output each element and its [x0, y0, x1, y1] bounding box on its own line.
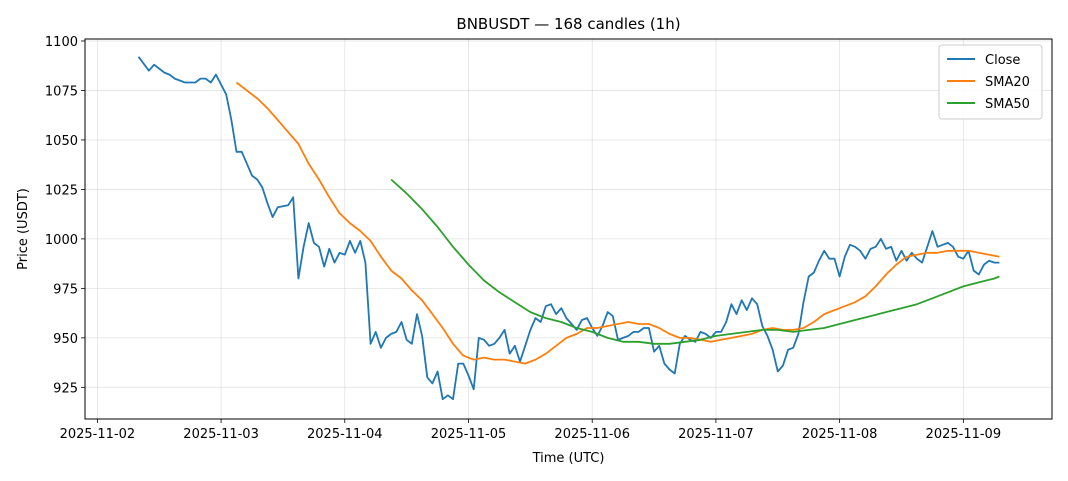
- y-tick-label: 1050: [45, 134, 78, 149]
- legend: Close SMA20 SMA50: [938, 44, 1043, 120]
- y-tick-label: 1100: [45, 35, 78, 50]
- y-tick-label: 1025: [45, 183, 78, 198]
- plot-frame: [84, 38, 1053, 420]
- series-line-close: [137, 56, 1000, 401]
- y-axis: 925 950 975 1000 1025 1050 1075 1100: [45, 35, 85, 396]
- x-tick-label: 2025-11-07: [678, 427, 754, 442]
- x-tick-label: 2025-11-02: [60, 427, 136, 442]
- x-tick-label: 2025-11-05: [431, 427, 507, 442]
- x-axis: 2025-11-02 2025-11-03 2025-11-04 2025-11-05…: [60, 419, 1002, 442]
- y-tick-label: 1075: [45, 84, 78, 99]
- x-axis-label: Time (UTC): [532, 451, 605, 466]
- legend-label: SMA20: [985, 75, 1030, 90]
- x-tick-label: 2025-11-09: [926, 427, 1002, 442]
- legend-label: Close: [985, 53, 1020, 68]
- x-tick-label: 2025-11-04: [307, 427, 383, 442]
- y-tick-label: 1000: [45, 233, 78, 248]
- series-layer: [137, 56, 1000, 401]
- grid: [85, 39, 1052, 419]
- y-tick-label: 950: [53, 332, 78, 347]
- x-tick-label: 2025-11-08: [802, 427, 878, 442]
- x-tick-label: 2025-11-06: [554, 427, 630, 442]
- series-line-sma20: [235, 81, 1000, 365]
- y-tick-label: 975: [53, 282, 78, 297]
- y-tick-label: 925: [53, 381, 78, 396]
- x-tick-label: 2025-11-03: [183, 427, 259, 442]
- chart-title: BNBUSDT — 168 candles (1h): [456, 15, 680, 33]
- legend-label: SMA50: [985, 97, 1030, 112]
- legend-box: [938, 44, 1043, 120]
- series-line-sma50: [390, 178, 1000, 345]
- y-axis-label: Price (USDT): [16, 188, 31, 270]
